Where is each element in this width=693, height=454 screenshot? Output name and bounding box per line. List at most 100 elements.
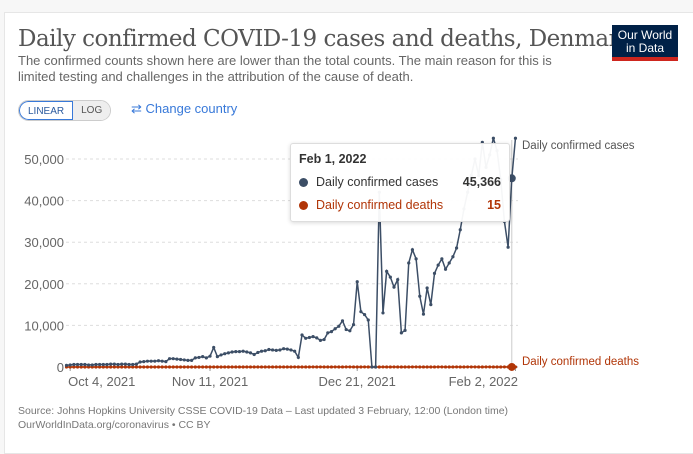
deaths-point (466, 365, 469, 368)
cases-point (319, 339, 322, 342)
cases-point (234, 350, 237, 353)
cases-point (507, 246, 510, 249)
deaths-point (212, 365, 215, 368)
source-url[interactable]: OurWorldInData.org/coronavirus • CC BY (18, 418, 508, 432)
cases-point (356, 280, 359, 283)
cases-point (389, 276, 392, 279)
cases-point (127, 363, 130, 366)
deaths-point (488, 365, 491, 368)
deaths-point (451, 365, 454, 368)
deaths-point (356, 365, 359, 368)
deaths-point (175, 365, 178, 368)
cases-point (264, 349, 267, 352)
cases-point (300, 333, 303, 336)
deaths-point (323, 365, 326, 368)
cases-point (109, 362, 112, 365)
cases-point (91, 363, 94, 366)
cases-point (411, 248, 414, 251)
cases-point (437, 263, 440, 266)
cases-point (216, 355, 219, 358)
deaths-highlight-point (508, 363, 516, 371)
deaths-point (319, 365, 322, 368)
cases-point (223, 352, 226, 355)
deaths-point (124, 365, 127, 368)
cases-point (286, 348, 289, 351)
deaths-point (223, 365, 226, 368)
cases-point (135, 362, 138, 365)
deaths-point (208, 365, 211, 368)
deaths-point (146, 365, 149, 368)
cases-point (72, 363, 75, 366)
deaths-point (172, 365, 175, 368)
deaths-point (109, 365, 112, 368)
y-tick-label: 40,000 (24, 194, 64, 209)
cases-point (426, 286, 429, 289)
cases-point (168, 357, 171, 360)
deaths-point (249, 365, 252, 368)
cases-point (418, 295, 421, 298)
deaths-point (150, 365, 153, 368)
cases-point (172, 357, 175, 360)
deaths-point (444, 365, 447, 368)
deaths-series-label: Daily confirmed deaths (522, 356, 639, 368)
deaths-point (477, 365, 480, 368)
deaths-point (216, 365, 219, 368)
cases-point (76, 363, 79, 366)
cases-point (374, 365, 377, 368)
deaths-point (326, 365, 329, 368)
source-note: Source: Johns Hopkins University CSSE CO… (18, 404, 508, 432)
deaths-point (289, 365, 292, 368)
deaths-point (219, 365, 222, 368)
x-tick-label: Nov 11, 2021 (172, 374, 248, 389)
cases-point (249, 351, 252, 354)
cases-point (492, 137, 495, 140)
deaths-point (363, 365, 366, 368)
deaths-point (389, 365, 392, 368)
cases-point (337, 325, 340, 328)
deaths-point (429, 365, 432, 368)
deaths-point (341, 365, 344, 368)
cases-point (330, 330, 333, 333)
cases-point (219, 353, 222, 356)
cases-point (370, 365, 373, 368)
deaths-point (422, 365, 425, 368)
cases-point (363, 313, 366, 316)
deaths-point (503, 365, 506, 368)
deaths-point (348, 365, 351, 368)
tooltip-date: Feb 1, 2022 (299, 152, 366, 166)
deaths-point (367, 365, 370, 368)
cases-point (238, 350, 241, 353)
cases-point (444, 268, 447, 271)
cases-point (341, 319, 344, 322)
y-tick-label: 50,000 (24, 152, 64, 167)
cases-point (146, 360, 149, 363)
cases-point (186, 359, 189, 362)
deaths-point (499, 365, 502, 368)
deaths-point (253, 365, 256, 368)
deaths-point (396, 365, 399, 368)
deaths-point (201, 365, 204, 368)
cases-point (245, 350, 248, 353)
cases-point (392, 286, 395, 289)
deaths-point (297, 365, 300, 368)
cases-point (323, 338, 326, 341)
deaths-point (400, 365, 403, 368)
source-text[interactable]: Source: Johns Hopkins University CSSE CO… (18, 404, 508, 418)
deaths-point (205, 365, 208, 368)
cases-point (87, 363, 90, 366)
y-tick-label: 30,000 (24, 235, 64, 250)
cases-point (131, 363, 134, 366)
cases-point (278, 348, 281, 351)
deaths-point (481, 365, 484, 368)
deaths-point (139, 365, 142, 368)
deaths-point (135, 365, 138, 368)
deaths-point (161, 365, 164, 368)
deaths-point (282, 365, 285, 368)
deaths-point (267, 365, 270, 368)
cases-point (359, 310, 362, 313)
deaths-point (300, 365, 303, 368)
deaths-point (308, 365, 311, 368)
deaths-point (120, 365, 123, 368)
cases-point (94, 363, 97, 366)
cases-point (271, 348, 274, 351)
